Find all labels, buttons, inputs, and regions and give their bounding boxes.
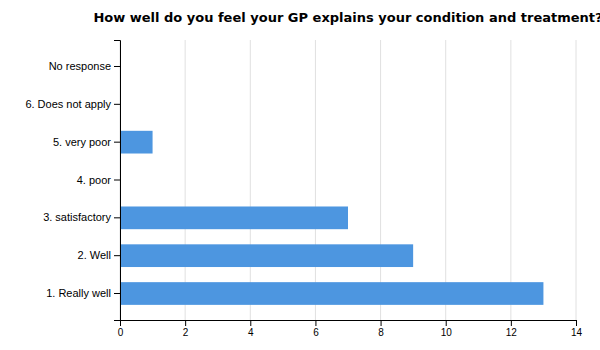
y-tick-mark bbox=[114, 142, 120, 143]
y-tick: 3. satisfactory bbox=[43, 211, 120, 223]
y-tick-label: No response bbox=[49, 60, 111, 72]
y-tick-mark bbox=[114, 66, 120, 67]
y-tick: 6. Does not apply bbox=[25, 98, 120, 110]
bar bbox=[120, 206, 348, 229]
grid bbox=[120, 40, 576, 320]
plot-area: 0 2 4 6 8 10 12 14 1. Really well 2. Well 3. satis… bbox=[25, 40, 582, 338]
y-axis: 1. Really well 2. Well 3. satisfactory 4. p… bbox=[25, 41, 120, 321]
x-tick: 8 bbox=[378, 320, 384, 338]
chart-title: How well do you feel your GP explains yo… bbox=[93, 10, 600, 25]
y-tick-mark bbox=[114, 180, 120, 181]
x-tick-label: 2 bbox=[183, 327, 189, 338]
y-tick-label: 3. satisfactory bbox=[43, 211, 111, 223]
x-tick-label: 6 bbox=[313, 327, 319, 338]
x-tick-label: 0 bbox=[118, 327, 124, 338]
x-axis: 0 2 4 6 8 10 12 14 bbox=[118, 320, 583, 338]
y-axis-line bbox=[114, 41, 121, 321]
x-tick-mark bbox=[381, 320, 382, 326]
x-tick-label: 12 bbox=[506, 327, 518, 338]
x-tick: 2 bbox=[183, 320, 189, 338]
y-tick-label: 2. Well bbox=[78, 249, 111, 261]
x-axis-line bbox=[121, 321, 577, 327]
y-tick-label: 4. poor bbox=[77, 174, 112, 186]
bar bbox=[120, 282, 543, 305]
y-tick-mark bbox=[114, 217, 120, 218]
grid-line bbox=[380, 40, 381, 320]
y-tick-label: 6. Does not apply bbox=[25, 98, 111, 110]
y-tick-label: 5. very poor bbox=[53, 136, 111, 148]
y-tick-mark bbox=[114, 293, 120, 294]
grid-line bbox=[445, 40, 446, 320]
x-tick-mark bbox=[185, 320, 186, 326]
y-tick: 4. poor bbox=[77, 174, 120, 186]
x-tick-mark bbox=[315, 320, 316, 326]
x-tick: 4 bbox=[248, 320, 254, 338]
grid-line bbox=[185, 40, 186, 320]
y-tick-mark bbox=[114, 255, 120, 256]
y-tick: 5. very poor bbox=[53, 136, 120, 148]
y-tick-label: 1. Really well bbox=[46, 287, 111, 299]
grid-line bbox=[250, 40, 251, 320]
x-tick: 6 bbox=[313, 320, 319, 338]
bars bbox=[120, 131, 543, 305]
x-tick-mark bbox=[511, 320, 512, 326]
y-tick: 1. Really well bbox=[46, 287, 120, 299]
bar bbox=[120, 244, 413, 267]
y-tick: No response bbox=[49, 60, 120, 72]
bar bbox=[120, 131, 153, 154]
x-tick: 10 bbox=[441, 320, 453, 338]
x-tick-mark bbox=[250, 320, 251, 326]
grid-line bbox=[510, 40, 511, 320]
x-tick-label: 8 bbox=[378, 327, 384, 338]
x-tick-mark bbox=[576, 320, 577, 326]
x-tick: 0 bbox=[118, 320, 124, 338]
x-tick-label: 14 bbox=[571, 327, 583, 338]
x-tick: 14 bbox=[571, 320, 583, 338]
grid-line bbox=[315, 40, 316, 320]
y-tick: 2. Well bbox=[78, 249, 120, 261]
chart-svg: 0 2 4 6 8 10 12 14 1. Really well 2. Well 3. satis… bbox=[0, 0, 600, 350]
x-tick-label: 4 bbox=[248, 327, 254, 338]
y-tick-mark bbox=[114, 104, 120, 105]
x-tick: 12 bbox=[506, 320, 518, 338]
grid-line bbox=[576, 40, 577, 320]
x-tick-label: 10 bbox=[441, 327, 453, 338]
x-tick-mark bbox=[446, 320, 447, 326]
